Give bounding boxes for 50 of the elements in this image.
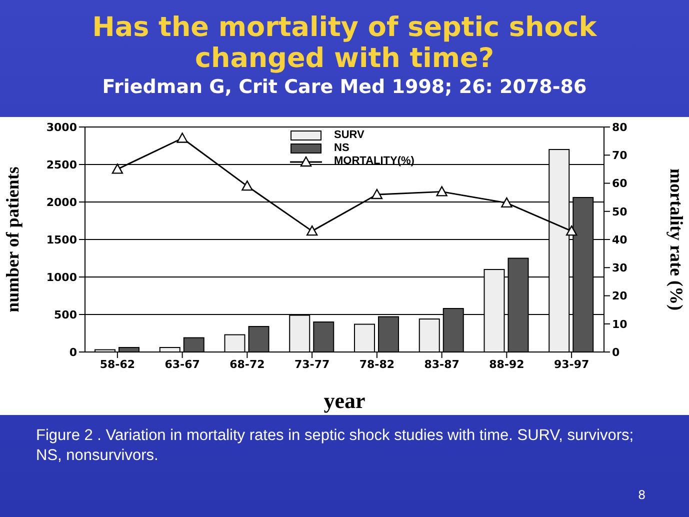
- chart-title: Has the mortality of septic shock changed with time?: [91, 12, 598, 74]
- y2-tick-label: 30: [612, 262, 628, 275]
- x-axis-title: year: [324, 388, 366, 413]
- point: [306, 225, 318, 236]
- point: [242, 180, 253, 191]
- bar: [354, 324, 375, 352]
- point: [566, 225, 578, 236]
- point: [112, 164, 124, 174]
- bar: [159, 347, 180, 352]
- y-tick-label: 1000: [46, 270, 78, 284]
- bar: [224, 334, 246, 352]
- x-tick-label: 58-62: [100, 358, 136, 371]
- chart-subtitle: Friedman G, Crit Care Med 1998; 26: 2078-86: [101, 76, 588, 98]
- x-tick-label: 83-87: [424, 358, 460, 371]
- legend-label: SURV: [334, 129, 364, 142]
- text: 8: [638, 488, 646, 502]
- bar: [313, 322, 334, 352]
- y2-tick-label: 20: [612, 290, 628, 303]
- point: [176, 132, 188, 143]
- caption: Figure 2 . Variation in mortality rates in septic shock studies with time. SURV, survivors; NS, nonsurvivors.: [36, 426, 635, 466]
- bar: [118, 347, 140, 352]
- y2-tick-label: 80: [612, 120, 628, 134]
- y-tick-label: 500: [54, 308, 78, 322]
- x-tick-label: 88-92: [489, 358, 524, 371]
- y2-tick-label: 40: [612, 233, 628, 246]
- x-tick-label: 73-77: [294, 358, 330, 371]
- y-tick-label: 1500: [46, 233, 78, 246]
- legend-label: NS: [334, 142, 350, 155]
- bar: [183, 337, 204, 352]
- y2-tick-label: 60: [612, 177, 628, 190]
- x-tick-label: 93-97: [554, 358, 590, 371]
- legend-label: MORTALITY(%): [334, 155, 414, 168]
- point: [371, 188, 383, 200]
- x-tick-label: 68-72: [230, 358, 265, 371]
- y-axis-title: number of patients: [2, 166, 22, 312]
- point: [436, 186, 448, 196]
- y2-tick-label: 0: [612, 346, 620, 359]
- x-tick-label: 63-67: [164, 358, 200, 371]
- x-tick-label: 78-82: [359, 358, 395, 371]
- bar: [248, 326, 270, 352]
- y2-tick-label: 50: [612, 205, 628, 218]
- y2-axis-title: mortality rate (%): [666, 168, 687, 310]
- point: [501, 197, 512, 208]
- y-tick-label: 2000: [46, 196, 78, 209]
- y2-tick-label: 70: [612, 149, 628, 162]
- y-tick-label: 3000: [46, 120, 78, 134]
- y-tick-label: 0: [69, 346, 78, 359]
- bar: [418, 318, 440, 352]
- y-tick-label: 2500: [46, 158, 78, 172]
- y2-tick-label: 10: [612, 318, 628, 331]
